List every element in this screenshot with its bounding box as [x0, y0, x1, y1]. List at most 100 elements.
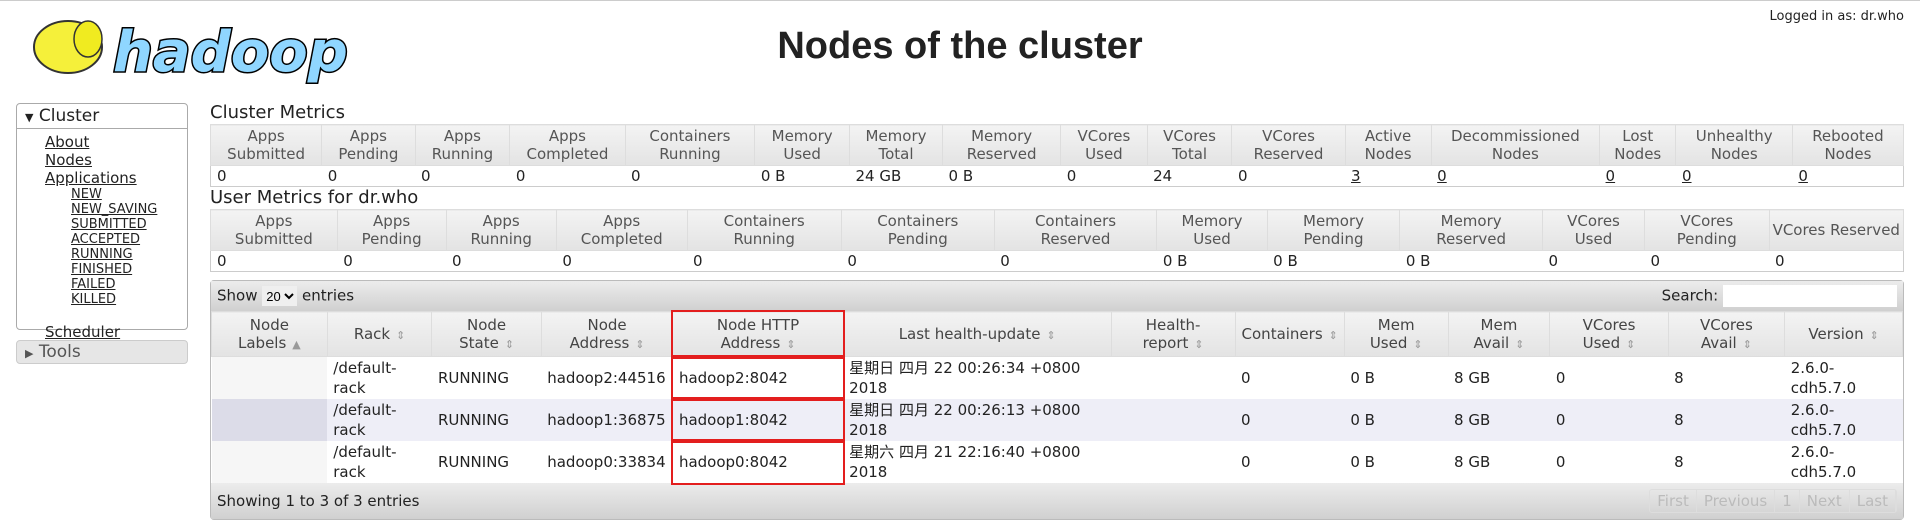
column-header[interactable]: VCores Used ⇕ — [1549, 311, 1669, 357]
column-header[interactable]: Last health-update ⇕ — [842, 311, 1112, 357]
cell — [211, 356, 328, 399]
sidebar: ▼ Cluster About Nodes Applications NEW NE… — [16, 103, 188, 364]
metric-header: Unhealthy Nodes — [1675, 124, 1793, 166]
metric-header: Memory Used — [754, 124, 850, 166]
cell: 0 B — [1344, 399, 1449, 441]
column-header-label: Node State — [459, 316, 507, 352]
sort-icon: ⇕ — [1328, 329, 1338, 342]
cell: 0 — [1555, 453, 1566, 471]
metric-header: Apps Submitted — [209, 124, 323, 166]
cell: 0 — [1235, 399, 1345, 441]
cluster-metrics-table: Apps Submitted Apps Pending Apps Running Ap… — [209, 124, 1905, 187]
nav-state-running[interactable]: RUNNING — [71, 247, 133, 262]
entries-select[interactable]: 20 — [262, 286, 298, 306]
cell: hadoop0:33834 — [547, 453, 666, 471]
logged-in-user: Logged in as: dr.who — [1769, 9, 1904, 24]
metric-value: 0 — [415, 165, 510, 187]
metric-value: 0 — [1792, 165, 1904, 187]
main-content: Cluster Metrics Apps Submitted Apps Pendi… — [209, 102, 1905, 520]
cell: 0 — [1555, 369, 1566, 387]
search-input[interactable] — [1723, 285, 1897, 307]
metric-value: 0 — [556, 250, 688, 272]
column-header-label: Version — [1808, 325, 1864, 343]
cell: hadoop1:36875 — [541, 399, 673, 441]
cell: 8 — [1668, 399, 1785, 441]
sort-icon: ⇕ — [786, 338, 796, 351]
svg-text:hadoop: hadoop — [113, 20, 348, 85]
cell: /default-rack — [333, 443, 397, 481]
column-header[interactable]: Node Address ⇕ — [540, 311, 674, 357]
column-header[interactable]: Node State ⇕ — [431, 311, 542, 357]
column-header[interactable]: Node Labels ▲ — [211, 311, 328, 357]
metric-link[interactable]: 0 — [1681, 167, 1692, 185]
column-header[interactable]: Node HTTP Address ⇕ — [670, 309, 846, 359]
metric-header: Apps Pending — [336, 209, 447, 251]
metric-header: Containers Running — [624, 124, 756, 166]
column-header[interactable]: VCores Avail ⇕ — [1667, 311, 1786, 357]
nav-applications[interactable]: Applications — [45, 169, 137, 187]
metric-value: 0 — [337, 250, 447, 272]
metric-header: Containers Pending — [840, 209, 995, 251]
nav-state-submitted[interactable]: SUBMITTED — [71, 217, 147, 232]
metric-link[interactable]: 0 — [1437, 167, 1447, 185]
metric-value: 0 — [994, 250, 1157, 272]
metric-value: 0 — [841, 250, 995, 272]
column-header-label: VCores Used — [1582, 316, 1636, 352]
metric-link[interactable]: 0 — [1605, 167, 1616, 185]
nav-about[interactable]: About — [45, 133, 90, 151]
metric-value: 0 B — [754, 165, 850, 187]
cell: hadoop2:44516 — [547, 369, 666, 387]
metric-value: 0 — [1675, 165, 1793, 187]
column-header-label: Mem Avail — [1473, 316, 1518, 352]
pager-last[interactable]: Last — [1850, 490, 1896, 512]
nav-state-accepted[interactable]: ACCEPTED — [71, 232, 141, 247]
nav-scheduler[interactable]: Scheduler — [45, 323, 121, 341]
cluster-metrics-title: Cluster Metrics — [210, 102, 345, 123]
nav-state-finished[interactable]: FINISHED — [71, 262, 133, 277]
node-http-link[interactable]: hadoop0:8042 — [678, 453, 788, 471]
cluster-label: Cluster — [38, 106, 100, 126]
table-row: /default-rack RUNNING hadoop0:33834 hadoop0… — [211, 439, 1903, 485]
nav-state-failed[interactable]: FAILED — [71, 277, 116, 292]
column-header[interactable]: Mem Used ⇕ — [1343, 311, 1449, 357]
hadoop-logo: hadoop — [33, 19, 348, 87]
column-header[interactable]: Version ⇕ — [1784, 311, 1903, 357]
table-row: /default-rack RUNNING hadoop1:36875 hadoop1… — [211, 397, 1903, 443]
column-header[interactable]: Containers ⇕ — [1234, 311, 1345, 357]
tools-label: Tools — [38, 342, 81, 362]
column-header[interactable]: Health-report ⇕ — [1110, 311, 1236, 357]
cell: /default-rack — [327, 399, 432, 441]
pager-first[interactable]: First — [1650, 490, 1697, 512]
triangle-right-icon: ▶ — [25, 347, 34, 360]
nav-state-new_saving[interactable]: NEW_SAVING — [71, 202, 158, 217]
sidebar-cluster-header[interactable]: ▼ Cluster — [17, 104, 187, 129]
sidebar-tools[interactable]: ▶ Tools — [16, 340, 188, 364]
metric-link[interactable]: 0 — [1798, 167, 1808, 185]
nav-state-new[interactable]: NEW — [71, 187, 102, 202]
nav-nodes[interactable]: Nodes — [45, 151, 92, 169]
metric-link[interactable]: 3 — [1351, 167, 1361, 185]
metric-header: VCores Used — [1060, 124, 1148, 166]
metric-value: 0 B — [1399, 250, 1543, 272]
pager-next[interactable]: Next — [1800, 490, 1850, 512]
pager-1[interactable]: 1 — [1775, 490, 1800, 512]
sort-icon: ⇕ — [1046, 329, 1056, 342]
metric-header: Apps Running — [414, 124, 511, 166]
cell: 0 B — [1350, 453, 1375, 471]
column-header[interactable]: Mem Avail ⇕ — [1447, 311, 1551, 357]
pager-previous[interactable]: Previous — [1697, 490, 1776, 512]
cell: RUNNING — [437, 453, 510, 471]
column-header-label: Last health-update — [898, 325, 1041, 343]
cell: 8 — [1674, 369, 1684, 387]
column-header[interactable]: Rack ⇕ — [326, 311, 433, 357]
metric-header: VCores Pending — [1644, 209, 1770, 251]
nav-state-killed[interactable]: KILLED — [71, 292, 117, 307]
sort-icon: ⇕ — [504, 338, 515, 351]
sort-icon: ⇕ — [396, 329, 406, 342]
metric-header: Apps Pending — [321, 124, 416, 166]
node-http-link[interactable]: hadoop1:8042 — [678, 411, 788, 429]
sort-icon: ⇕ — [1742, 338, 1752, 351]
cell: 2.6.0-cdh5.7.0 — [1784, 399, 1903, 441]
node-http-link[interactable]: hadoop2:8042 — [678, 369, 788, 387]
user-metrics-table: Apps Submitted Apps Pending Apps Running Ap… — [210, 209, 1905, 272]
